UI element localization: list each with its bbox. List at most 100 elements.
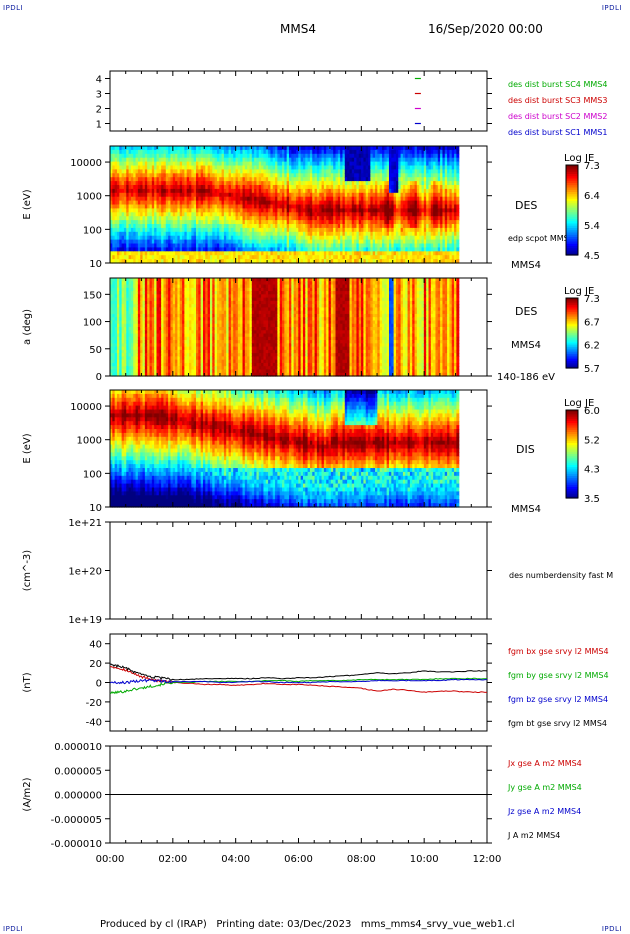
des-energy-cell (170, 247, 174, 252)
des-energy-cell (196, 251, 199, 256)
des-energy-cell (254, 196, 258, 202)
des-energy-cell (170, 173, 174, 178)
des-energy-cell (196, 216, 199, 221)
des-energy-cell (247, 153, 251, 159)
des-energy-cell (209, 185, 213, 190)
des-energy-cell (223, 161, 227, 167)
des-energy-cell (216, 196, 220, 202)
des-energy-cell (123, 235, 127, 241)
des-energy-cell (175, 247, 179, 252)
des-energy-cell (205, 251, 209, 256)
des-energy-cell (191, 208, 195, 213)
des-energy-cell (172, 239, 176, 245)
des-energy-cell (168, 192, 172, 198)
des-energy-cell (196, 239, 199, 245)
des-energy-cell (244, 251, 248, 256)
des-energy-cell (112, 185, 116, 190)
des-energy-cell (175, 192, 179, 198)
des-energy-cell (258, 149, 262, 155)
des-energy-cell (189, 212, 192, 217)
des-energy-cell (244, 227, 248, 233)
des-energy-cell (247, 220, 251, 225)
des-energy-cell (121, 239, 125, 245)
des-energy-cell (254, 204, 258, 209)
des-energy-cell (130, 149, 134, 155)
des-energy-cell (119, 173, 123, 178)
des-energy-cell (233, 216, 237, 221)
des-energy-cell (140, 196, 144, 202)
des-energy-cell (233, 149, 237, 155)
des-energy-cell (179, 212, 183, 217)
des-energy-cell (158, 192, 162, 198)
des-energy-cell (244, 149, 248, 155)
des-energy-cell (116, 227, 120, 233)
des-energy-cell (175, 185, 179, 190)
des-energy-cell (151, 173, 155, 178)
des-energy-cell (142, 255, 146, 260)
des-energy-cell (142, 220, 146, 225)
des-energy-cell (244, 146, 248, 151)
des-energy-cell (237, 239, 241, 245)
des-energy-cell (123, 149, 127, 155)
des-energy-cell (154, 204, 158, 209)
des-energy-cell (177, 212, 181, 217)
des-energy-cell (140, 185, 144, 190)
des-energy-cell (140, 169, 144, 174)
des-energy-cell (223, 220, 227, 225)
des-energy-cell (198, 227, 202, 233)
des-energy-cell (254, 220, 258, 225)
des-energy-cell (130, 204, 134, 209)
des-energy-cell (191, 188, 195, 194)
des-energy-cell (219, 169, 223, 174)
des-energy-cell (168, 188, 172, 194)
des-energy-cell (170, 200, 174, 206)
des-energy-cell (158, 146, 162, 151)
des-energy-cell (205, 181, 209, 186)
des-energy-cell (240, 239, 244, 245)
des-energy-cell (235, 227, 239, 233)
des-energy-cell (209, 173, 213, 178)
des-energy-cell (168, 149, 172, 155)
des-energy-cell (200, 177, 204, 182)
des-energy-cell (200, 255, 204, 260)
des-energy-cell (198, 212, 202, 217)
des-energy-cell (198, 157, 202, 163)
des-energy-cell (130, 181, 134, 186)
des-energy-cell (135, 161, 139, 167)
des-energy-cell (175, 259, 179, 264)
des-energy-cell (179, 165, 183, 170)
des-energy-cell (242, 247, 246, 252)
des-energy-cell (133, 204, 137, 209)
des-energy-cell (233, 208, 237, 213)
des-energy-cell (247, 177, 251, 182)
des-energy-cell (172, 173, 176, 178)
des-energy-cell (135, 177, 139, 182)
des-energy-cell (198, 259, 202, 264)
des-energy-cell (209, 239, 213, 245)
des-energy-cell (130, 146, 134, 151)
des-energy-cell (228, 243, 232, 248)
des-energy-cell (237, 153, 241, 159)
des-energy-cell (202, 212, 206, 217)
des-energy-cell (230, 185, 234, 190)
des-energy-cell (177, 239, 181, 245)
des-energy-cell (179, 177, 183, 182)
des-energy-cell (233, 239, 237, 245)
des-energy-cell (251, 251, 255, 256)
des-energy-cell (219, 185, 223, 190)
des-energy-label-potential: edp scpot MMS4 (508, 234, 574, 243)
des-energy-cell (140, 173, 144, 178)
des-energy-cell (130, 200, 134, 206)
des-energy-cell (151, 231, 155, 237)
des-energy-cell (177, 169, 181, 174)
des-energy-cell (216, 247, 220, 252)
des-energy-cell (256, 153, 260, 159)
des-energy-cell (216, 235, 220, 241)
des-energy-cell (161, 204, 165, 209)
des-energy-cell (223, 173, 227, 178)
des-energy-cell (128, 181, 132, 186)
des-energy-cell (254, 181, 258, 186)
des-energy-cell (142, 212, 146, 217)
des-energy-cell (198, 247, 202, 252)
des-energy-cell (156, 146, 160, 151)
